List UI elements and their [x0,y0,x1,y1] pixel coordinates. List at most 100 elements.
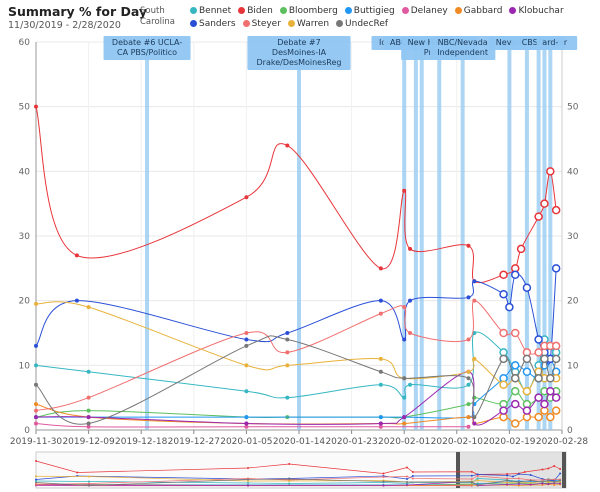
data-point [408,331,413,335]
event-label-text: ard- [542,38,558,47]
navigator-point [529,483,532,486]
data-point [86,305,91,310]
legend-item[interactable]: Sanders [190,18,236,31]
legend-swatch [242,20,250,27]
data-point [522,406,532,415]
event-band [524,42,529,430]
navigator-point [506,473,509,475]
data-point [244,195,249,200]
data-point [499,289,508,299]
series-line [35,300,557,412]
navigator-point [529,479,532,482]
navigator-point [553,465,556,467]
navigator-point [559,468,562,470]
data-point [551,354,561,364]
series-line [35,106,557,284]
navigator-point [406,484,408,486]
navigator-point [288,463,291,465]
data-point [522,354,532,364]
event-band [402,42,407,430]
data-point [402,415,407,420]
data-point [510,386,520,396]
data-point [34,363,38,368]
data-point [540,199,549,208]
navigator-point [406,478,408,480]
event-label-text: Independent [437,48,488,57]
legend-item[interactable]: Bennet [190,5,231,18]
data-point [534,348,543,357]
y-tick-label: 10 [19,361,31,371]
data-point [34,301,38,306]
legend-item[interactable]: Steyer [242,18,281,31]
navigator-point [88,475,90,478]
data-point [244,363,249,368]
legend-item[interactable]: UndecRef [336,18,388,31]
data-point [244,421,249,426]
navigator-point [547,481,550,483]
navigator-point [247,484,249,487]
event-label-text: Debate #7 [277,38,320,47]
navigator-point [517,481,520,483]
event-label-text: DesMoines-IA [272,48,327,57]
data-point [499,380,508,389]
legend-swatch [190,7,197,14]
data-point [34,415,38,420]
data-point [466,376,471,381]
legend-label: Steyer [251,19,281,29]
legend-item[interactable]: Biden [238,5,273,18]
navigator-point [559,481,562,483]
navigator-point [559,479,562,482]
data-point [378,382,383,387]
data-point [285,331,290,335]
navigator-point [476,484,479,486]
event-band [413,42,418,430]
data-point [546,167,555,176]
navigator-point [382,480,385,483]
data-point [505,302,514,312]
navigator-point [506,479,509,482]
legend-swatch [238,7,246,14]
navigator-point [559,472,562,475]
data-point [499,328,508,338]
legend-item[interactable]: Delaney [401,5,448,18]
data-point [244,415,249,420]
event-band [460,42,465,430]
legend-item[interactable]: Bloomberg [279,5,338,18]
navigator-point [523,471,526,473]
data-point [378,311,383,316]
legend: Bennet Biden Bloomberg Buttigieg Delaney Gabb… [190,5,585,31]
data-point [466,402,471,407]
legend-swatch [336,20,344,27]
navigator-point [517,473,520,475]
navigator-point [476,479,479,482]
data-point [86,421,91,426]
event-label: Debate #6 UCLA-CA PBS/Politico [103,36,191,60]
navigator-point [547,467,550,470]
legend-item[interactable]: Buttigieg [344,5,395,18]
legend-item[interactable]: Klobuchar [509,5,564,18]
event-label-text: Drake/DesMoinesReg [257,58,342,67]
legend-item[interactable]: Warren [287,18,329,31]
series-line [35,335,557,425]
navigator-point [406,482,408,485]
data-point [472,421,477,426]
navigator-point [35,460,37,462]
data-point [534,335,543,344]
navigator-point [470,481,473,483]
event-band [145,42,150,430]
data-point [402,421,407,426]
legend-label: Bloomberg [288,6,338,16]
y-tick-label: 0 [24,426,30,436]
data-point [378,298,383,303]
data-point [34,104,38,109]
legend-item[interactable]: Gabbard [454,5,502,18]
region-label: South Carolina [140,6,175,27]
data-point [402,337,407,342]
event-band [507,42,512,430]
legend-swatch [401,7,409,14]
x-tick-label: 2019-11-30 [10,437,63,447]
data-point [551,205,561,215]
data-point [378,369,383,374]
data-point [34,421,38,426]
navigator-point [88,484,90,487]
